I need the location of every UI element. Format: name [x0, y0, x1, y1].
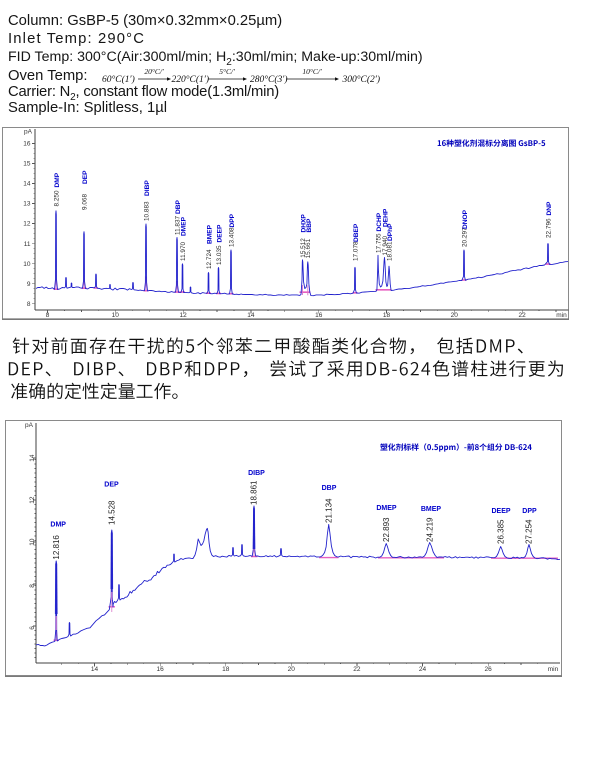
- svg-text:min: min: [548, 666, 559, 673]
- svg-text:DEP: DEP: [104, 482, 119, 489]
- svg-text:220°C(1′): 220°C(1′): [172, 74, 210, 85]
- svg-text:8: 8: [29, 584, 36, 588]
- svg-text:15.661: 15.661: [305, 238, 312, 258]
- svg-text:9: 9: [27, 281, 31, 288]
- svg-text:DMEP: DMEP: [181, 216, 188, 236]
- svg-text:22.796: 22.796: [545, 218, 552, 238]
- svg-text:16: 16: [315, 312, 323, 319]
- svg-text:10: 10: [112, 312, 120, 319]
- svg-text:22: 22: [518, 312, 526, 319]
- svg-text:20°C/′: 20°C/′: [144, 67, 164, 76]
- svg-text:20: 20: [451, 312, 459, 319]
- svg-text:20: 20: [288, 666, 296, 673]
- svg-text:26: 26: [484, 666, 492, 673]
- svg-text:10°C/′: 10°C/′: [302, 67, 322, 76]
- svg-text:BBP: BBP: [306, 218, 313, 233]
- svg-text:pA: pA: [25, 422, 34, 429]
- svg-text:DIBP: DIBP: [248, 470, 265, 477]
- svg-text:17.755: 17.755: [375, 233, 382, 253]
- svg-text:14.528: 14.528: [107, 500, 116, 525]
- svg-text:14: 14: [91, 666, 99, 673]
- svg-text:14: 14: [23, 181, 31, 188]
- svg-text:18: 18: [383, 312, 391, 319]
- svg-text:60°C(1′): 60°C(1′): [102, 74, 135, 85]
- svg-text:11: 11: [24, 241, 31, 248]
- svg-text:BMEP: BMEP: [207, 224, 214, 244]
- svg-text:DMP: DMP: [54, 172, 61, 187]
- svg-text:DIBP: DIBP: [144, 180, 151, 196]
- svg-text:DBP: DBP: [175, 199, 182, 214]
- svg-text:DPhP: DPhP: [387, 223, 394, 241]
- svg-text:DMP: DMP: [50, 522, 66, 529]
- svg-text:DCHP: DCHP: [376, 212, 383, 231]
- svg-text:13.035: 13.035: [216, 245, 223, 265]
- svg-text:18: 18: [222, 666, 230, 673]
- svg-text:DEP: DEP: [82, 170, 89, 184]
- svg-text:17.078: 17.078: [352, 241, 359, 261]
- svg-text:5°C/′: 5°C/′: [219, 67, 235, 76]
- svg-text:DNOP: DNOP: [462, 209, 469, 229]
- svg-text:18.861: 18.861: [250, 480, 259, 505]
- svg-text:DPP: DPP: [522, 508, 537, 515]
- svg-text:DHXP: DHXP: [301, 214, 308, 233]
- svg-text:8.250: 8.250: [53, 190, 60, 206]
- svg-text:12: 12: [29, 496, 36, 504]
- svg-text:6: 6: [29, 626, 36, 630]
- svg-text:11.970: 11.970: [180, 241, 187, 261]
- svg-text:15.512: 15.512: [300, 238, 307, 258]
- svg-text:10: 10: [23, 261, 31, 268]
- svg-text:pA: pA: [24, 129, 33, 136]
- svg-text:16: 16: [156, 666, 164, 673]
- svg-text:10.883: 10.883: [143, 201, 150, 221]
- svg-text:10: 10: [29, 538, 36, 546]
- svg-text:12: 12: [23, 221, 31, 228]
- svg-text:DEEP: DEEP: [217, 224, 224, 243]
- svg-text:11.837: 11.837: [174, 215, 181, 235]
- svg-text:BMEP: BMEP: [421, 506, 442, 513]
- svg-text:22: 22: [353, 666, 361, 673]
- svg-text:8: 8: [27, 301, 31, 308]
- svg-text:15: 15: [23, 161, 31, 168]
- svg-text:16: 16: [23, 141, 31, 148]
- svg-text:14: 14: [247, 312, 255, 319]
- svg-text:13: 13: [23, 201, 31, 208]
- svg-text:DPP: DPP: [229, 213, 236, 227]
- svg-text:DEHP: DEHP: [383, 208, 390, 227]
- svg-text:12: 12: [179, 312, 187, 319]
- svg-text:21.134: 21.134: [324, 498, 333, 523]
- svg-text:26.385: 26.385: [496, 519, 505, 544]
- svg-text:13.408: 13.408: [228, 227, 235, 247]
- svg-text:20.297: 20.297: [461, 227, 468, 247]
- svg-text:24: 24: [419, 666, 427, 673]
- svg-text:DMEP: DMEP: [376, 505, 397, 512]
- svg-text:12.724: 12.724: [206, 249, 213, 269]
- svg-text:280°C(3′): 280°C(3′): [250, 74, 288, 85]
- svg-text:24.219: 24.219: [425, 517, 434, 542]
- svg-text:18.081: 18.081: [386, 241, 393, 261]
- svg-text:300°C(2′): 300°C(2′): [342, 74, 381, 85]
- svg-text:14: 14: [29, 454, 36, 462]
- svg-text:9.068: 9.068: [81, 194, 88, 210]
- svg-text:DNP: DNP: [546, 201, 553, 216]
- svg-text:27.254: 27.254: [525, 519, 534, 544]
- svg-text:17.940: 17.940: [382, 236, 389, 256]
- svg-text:min: min: [556, 312, 567, 319]
- svg-text:12.816: 12.816: [52, 535, 61, 560]
- svg-text:DBEP: DBEP: [353, 223, 360, 242]
- svg-text:22.893: 22.893: [382, 517, 391, 542]
- svg-text:DEEP: DEEP: [491, 508, 510, 515]
- svg-text:8: 8: [46, 312, 50, 319]
- svg-text:DBP: DBP: [322, 485, 337, 492]
